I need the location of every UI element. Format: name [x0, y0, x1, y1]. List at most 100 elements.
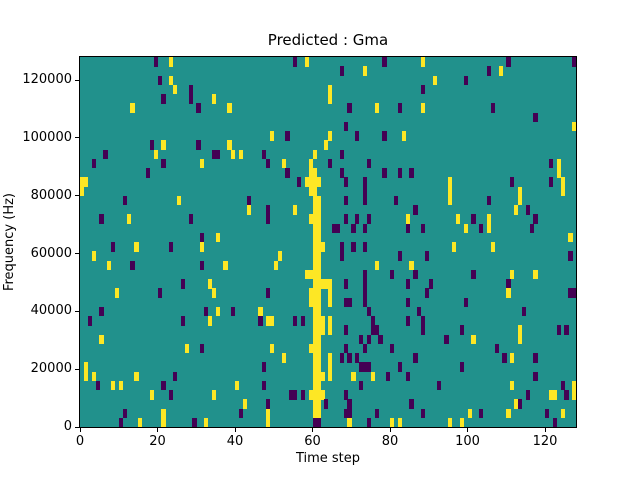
heatmap-cell — [281, 158, 286, 169]
heatmap-cell — [285, 168, 290, 178]
heatmap-cell — [339, 168, 344, 178]
heatmap-cell — [312, 325, 317, 335]
x-tick-mark — [79, 428, 81, 432]
heatmap-cell — [347, 399, 352, 409]
x-tick-label: 120 — [532, 434, 558, 449]
heatmap-cell — [285, 131, 290, 141]
heatmap-cell — [204, 417, 209, 427]
heatmap-cell — [316, 297, 321, 308]
heatmap-cell — [390, 269, 395, 280]
heatmap-cell — [169, 390, 174, 400]
heatmap-cell — [424, 251, 430, 261]
heatmap-cell — [215, 232, 220, 243]
heatmap-cell — [517, 399, 523, 409]
heatmap-cell — [448, 195, 453, 206]
heatmap-cell — [149, 140, 155, 150]
heatmap-cell — [514, 399, 519, 409]
heatmap-cell — [328, 297, 333, 308]
heatmap-cell — [521, 306, 527, 317]
heatmap-cell — [421, 316, 426, 326]
heatmap-cell — [169, 75, 174, 86]
heatmap-cell — [316, 242, 321, 252]
heatmap-cell — [192, 417, 197, 427]
y-tick-label: 120000 — [22, 72, 72, 88]
heatmap-cell — [308, 168, 313, 178]
heatmap-cell — [312, 195, 317, 206]
heatmap-cell — [405, 316, 410, 326]
heatmap-cell — [316, 417, 321, 427]
heatmap-cell — [362, 195, 368, 206]
heatmap-cell — [196, 103, 201, 113]
x-tick-label: 40 — [226, 434, 244, 449]
heatmap-cell — [316, 279, 321, 289]
heatmap-cell — [362, 242, 368, 252]
heatmap-cell — [308, 177, 313, 187]
heatmap-cell — [242, 399, 248, 409]
heatmap-cell — [262, 362, 267, 372]
heatmap-cell — [459, 417, 465, 427]
heatmap-cell — [343, 214, 348, 224]
heatmap-cell — [421, 408, 426, 419]
heatmap-cell — [393, 195, 399, 206]
heatmap-cell — [211, 288, 217, 298]
heatmap-cell — [370, 325, 375, 335]
heatmap-cell — [316, 223, 321, 234]
heatmap-cell — [568, 232, 573, 243]
heatmap-cell — [196, 140, 201, 150]
heatmap-cell — [347, 103, 352, 113]
heatmap-cell — [262, 149, 267, 160]
heatmap-cell — [421, 57, 426, 67]
heatmap-cell — [366, 306, 372, 317]
heatmap-cell — [304, 177, 310, 187]
heatmap-cell — [343, 279, 348, 289]
heatmap-cell — [525, 205, 530, 215]
heatmap-cell — [320, 242, 325, 252]
x-tick-mark — [234, 428, 236, 432]
heatmap-cell — [320, 316, 325, 326]
heatmap-cell — [397, 168, 403, 178]
heatmap-cell — [378, 334, 383, 345]
heatmap-cell — [316, 353, 321, 363]
heatmap-cell — [382, 168, 387, 178]
heatmap-cell — [517, 334, 523, 345]
heatmap-cell — [111, 242, 116, 252]
heatmap-cell — [490, 242, 496, 252]
heatmap-cell — [421, 325, 426, 335]
heatmap-cell — [517, 186, 523, 197]
heatmap-cell — [525, 390, 530, 400]
heatmap-cell — [405, 279, 410, 289]
heatmap-cell — [397, 417, 403, 427]
heatmap-cell — [312, 168, 317, 178]
y-tick-mark — [75, 368, 79, 370]
heatmap-cell — [316, 269, 321, 280]
heatmap-cell — [200, 260, 205, 271]
heatmap-cell — [455, 214, 461, 224]
heatmap-cell — [138, 417, 143, 427]
heatmap-cell — [355, 353, 360, 363]
heatmap-cell — [227, 103, 232, 113]
heatmap-cell — [560, 408, 565, 419]
heatmap-cell — [366, 214, 372, 224]
heatmap-cell — [308, 269, 313, 280]
heatmap-cell — [312, 417, 317, 427]
heatmap-cell — [517, 325, 523, 335]
heatmap-cell — [308, 297, 313, 308]
heatmap-cell — [405, 223, 410, 234]
heatmap-cell — [99, 306, 104, 317]
heatmap-cell — [409, 168, 414, 178]
heatmap-cell — [328, 279, 333, 289]
heatmap-cell — [316, 371, 321, 382]
heatmap-cell — [467, 408, 472, 419]
heatmap-cell — [149, 390, 155, 400]
heatmap-cell — [161, 140, 166, 150]
heatmap-cell — [293, 316, 298, 326]
heatmap-cell — [231, 149, 236, 160]
heatmap-cell — [471, 334, 476, 345]
heatmap-cell — [463, 297, 468, 308]
heatmap-cell — [343, 343, 348, 354]
heatmap-cell — [351, 242, 356, 252]
heatmap-cell — [211, 390, 217, 400]
heatmap-cell — [421, 84, 426, 95]
heatmap-cell — [362, 66, 368, 76]
heatmap-cell — [448, 177, 453, 187]
